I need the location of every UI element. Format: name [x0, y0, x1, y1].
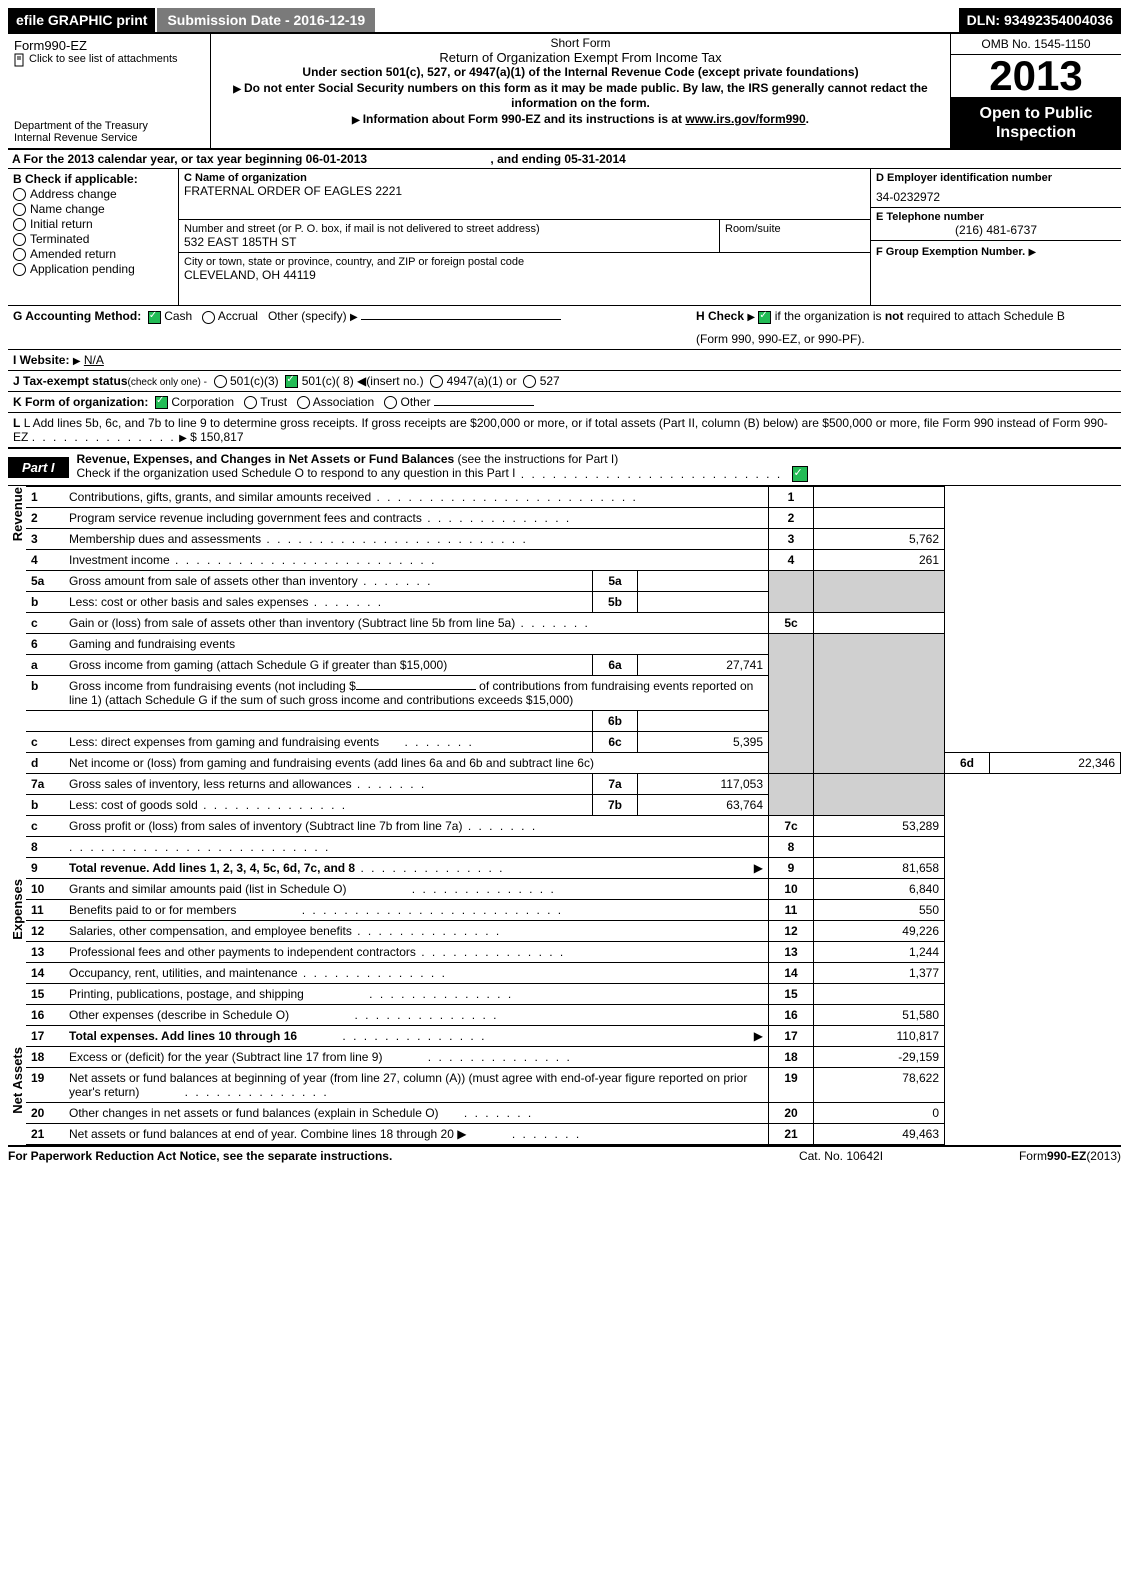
- arrow-icon: [350, 309, 358, 323]
- h-text: if the organization is not required to a…: [775, 309, 1065, 323]
- other-specify-input[interactable]: [361, 319, 561, 320]
- dept-treasury: Department of the Treasury Internal Reve…: [14, 120, 204, 144]
- org-name: FRATERNAL ORDER OF EAGLES 2221: [184, 184, 865, 198]
- org-city: CLEVELAND, OH 44119: [184, 268, 865, 282]
- org-name-label: C Name of organization: [184, 172, 865, 184]
- form-subtitle: Under section 501(c), 527, or 4947(a)(1)…: [217, 65, 944, 81]
- attachments-link-text: Click to see list of attachments: [29, 53, 178, 65]
- arrow-icon: [73, 353, 81, 367]
- col-def: D Employer identification number 34-0232…: [871, 169, 1121, 305]
- net-assets-side-label: Net Assets: [10, 1047, 25, 1114]
- checkbox-cash[interactable]: [148, 311, 161, 324]
- section-bcdef: B Check if applicable: Address change Na…: [8, 169, 1121, 306]
- top-bar: efile GRAPHIC print Submission Date - 20…: [8, 8, 1121, 34]
- header-center-col: Short Form Return of Organization Exempt…: [211, 34, 950, 148]
- checkbox-initial-return[interactable]: [13, 218, 26, 231]
- arrow-icon: [179, 430, 187, 444]
- col-b-checkboxes: B Check if applicable: Address change Na…: [8, 169, 179, 305]
- checkbox-amended[interactable]: [13, 248, 26, 261]
- checkbox-trust[interactable]: [244, 396, 257, 409]
- checkbox-4947[interactable]: [430, 375, 443, 388]
- document-icon: [14, 53, 26, 65]
- tel-label: E Telephone number: [876, 211, 1116, 223]
- part-1-header: Part I Revenue, Expenses, and Changes in…: [8, 447, 1121, 486]
- row-j-tax-status: J Tax-exempt status(check only one) - 50…: [8, 371, 1121, 392]
- row-i-website: I Website: N/A: [8, 350, 1121, 371]
- tel-value: (216) 481-6737: [876, 223, 1116, 237]
- submission-date-label: Submission Date - 2016-12-19: [155, 8, 375, 32]
- arrow-icon: [747, 309, 755, 323]
- dln-label: DLN: 93492354004036: [959, 8, 1121, 32]
- h-label: H Check: [696, 309, 744, 323]
- gross-receipts-amount: $ 150,817: [190, 430, 243, 444]
- irs-url-link[interactable]: www.irs.gov/form990: [685, 112, 805, 126]
- other-org-input[interactable]: [434, 405, 534, 406]
- open-to-public: Open to Public Inspection: [951, 98, 1121, 148]
- part-1-label: Part I: [8, 457, 69, 478]
- header-right-col: OMB No. 1545-1150 2013 Open to Public In…: [950, 34, 1121, 148]
- city-label: City or town, state or province, country…: [184, 256, 865, 268]
- ein-value: 34-0232972: [876, 184, 1116, 204]
- checkbox-accrual[interactable]: [202, 311, 215, 324]
- header-left-col: Form990-EZ Click to see list of attachme…: [8, 34, 211, 148]
- checkbox-terminated[interactable]: [13, 233, 26, 246]
- accounting-method-label: G Accounting Method:: [13, 309, 141, 323]
- form-title: Return of Organization Exempt From Incom…: [217, 50, 944, 65]
- checkbox-association[interactable]: [297, 396, 310, 409]
- checkbox-501c[interactable]: [285, 375, 298, 388]
- attachments-link[interactable]: Click to see list of attachments: [14, 53, 204, 65]
- part-1-table: Revenue 1 Contributions, gifts, grants, …: [8, 486, 1121, 1145]
- form-name: Form990-EZ: [14, 38, 204, 53]
- arrow-icon: [352, 112, 363, 126]
- fundraising-amount-input[interactable]: [356, 689, 476, 690]
- ein-label: D Employer identification number: [876, 172, 1116, 184]
- arrow-icon: [233, 81, 244, 95]
- row-a-tax-year: A For the 2013 calendar year, or tax yea…: [8, 150, 1121, 169]
- col-b-label: B Check if applicable:: [13, 172, 173, 186]
- efile-print-label[interactable]: efile GRAPHIC print: [8, 8, 155, 32]
- checkbox-other-org[interactable]: [384, 396, 397, 409]
- cat-no: Cat. No. 10642I: [741, 1149, 941, 1163]
- checkbox-h[interactable]: [758, 311, 771, 324]
- tax-year: 2013: [951, 55, 1121, 98]
- checkbox-schedule-o[interactable]: [792, 466, 808, 482]
- col-c-org-info: C Name of organization FRATERNAL ORDER O…: [179, 169, 871, 305]
- room-label: Room/suite: [725, 223, 865, 235]
- group-exemption-label: F Group Exemption Number.: [876, 246, 1025, 258]
- org-address: 532 EAST 185TH ST: [184, 235, 714, 249]
- checkbox-name-change[interactable]: [13, 203, 26, 216]
- checkbox-address-change[interactable]: [13, 188, 26, 201]
- part-1-title: Revenue, Expenses, and Changes in Net As…: [69, 449, 1121, 485]
- form-ref: Form990-EZ(2013): [941, 1149, 1121, 1163]
- page-footer: For Paperwork Reduction Act Notice, see …: [8, 1145, 1121, 1163]
- form-header: Form990-EZ Click to see list of attachme…: [8, 34, 1121, 150]
- arrow-icon: [1028, 244, 1036, 258]
- checkbox-corporation[interactable]: [155, 396, 168, 409]
- row-l-gross-receipts: L L Add lines 5b, 6c, and 7b to line 9 t…: [8, 413, 1121, 447]
- row-k-form-org: K Form of organization: Corporation Trus…: [8, 392, 1121, 413]
- checkbox-501c3[interactable]: [214, 375, 227, 388]
- h-subtext: (Form 990, 990-EZ, or 990-PF).: [696, 332, 1116, 346]
- info-text: Information about Form 990-EZ and its in…: [363, 112, 686, 126]
- expenses-side-label: Expenses: [10, 879, 25, 940]
- addr-label: Number and street (or P. O. box, if mail…: [184, 223, 714, 235]
- checkbox-pending[interactable]: [13, 263, 26, 276]
- short-form-label: Short Form: [217, 36, 944, 50]
- checkbox-527[interactable]: [523, 375, 536, 388]
- row-gh: G Accounting Method: Cash Accrual Other …: [8, 306, 1121, 349]
- website-value: N/A: [84, 353, 104, 367]
- ssn-warning: Do not enter Social Security numbers on …: [244, 81, 928, 111]
- revenue-side-label: Revenue: [10, 487, 25, 541]
- paperwork-notice: For Paperwork Reduction Act Notice, see …: [8, 1149, 741, 1163]
